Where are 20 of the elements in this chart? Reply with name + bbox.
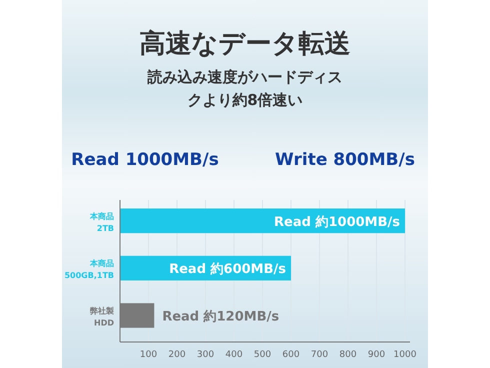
x-tick-label: 700 (310, 350, 328, 360)
x-tick-label: 1000 (394, 350, 417, 360)
x-tick-label: 100 (140, 350, 158, 360)
text: Write 800MB/s (275, 150, 415, 170)
y-tick-label: 弊社製 HDD (90, 306, 114, 328)
x-tick-label: 800 (339, 350, 357, 360)
data-label: Read 約600MB/s (169, 262, 286, 278)
data-label: Read 約1000MB/s (274, 214, 400, 230)
text: Read 1000MB/s (71, 150, 219, 170)
x-tick-label: 900 (368, 350, 386, 360)
chart-title: 高速なデータ転送 (140, 29, 350, 59)
chart-subtitle: 読み込み速度がハードディスクより約8倍速い (146, 68, 342, 109)
y-tick-label: 本商品 2TB (89, 210, 114, 233)
x-tick-label: 300 (196, 350, 214, 360)
x-tick-label: 500 (254, 350, 272, 360)
y-tick-label: 本商品 500GB,1TB (64, 258, 114, 280)
x-tick-label: 200 (168, 350, 186, 360)
data-label: Read 約120MB/s (162, 309, 280, 324)
x-tick-label: 400 (225, 350, 243, 360)
x-tick-label: 600 (282, 350, 300, 360)
